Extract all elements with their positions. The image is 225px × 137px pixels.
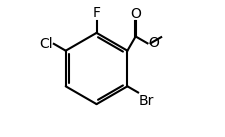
Text: O: O xyxy=(148,36,158,50)
Text: O: O xyxy=(130,7,140,21)
Text: F: F xyxy=(92,6,100,20)
Text: Br: Br xyxy=(138,94,153,108)
Text: Cl: Cl xyxy=(39,37,53,51)
